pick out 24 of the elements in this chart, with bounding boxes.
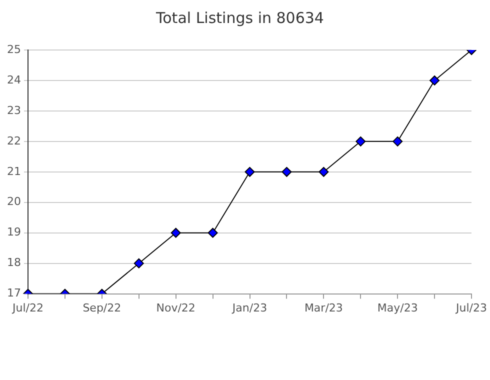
y-tick-label: 17 xyxy=(6,286,21,300)
y-tick-label: 23 xyxy=(6,104,21,117)
y-tick-label: 19 xyxy=(6,226,21,239)
point xyxy=(208,228,218,238)
x-tick-label: Sep/22 xyxy=(82,301,122,314)
point xyxy=(318,166,329,177)
point xyxy=(392,136,403,146)
x-tick-label: Jan/23 xyxy=(231,301,268,314)
y-tick-label: 18 xyxy=(6,256,21,270)
point xyxy=(244,166,255,177)
x-tick-label: Nov/22 xyxy=(156,301,196,314)
y-tick-label: 25 xyxy=(6,42,21,56)
x-tick-label: Jul/23 xyxy=(455,301,488,314)
x-tick-label: Mar/23 xyxy=(304,301,343,314)
y-tick-label: 20 xyxy=(6,195,21,208)
point xyxy=(282,166,292,177)
y-tick-label: 24 xyxy=(6,73,21,86)
y-tick-label: 21 xyxy=(6,164,21,178)
point xyxy=(170,228,181,238)
y-tick-label: 22 xyxy=(6,134,21,148)
x-tick-label: Jul/22 xyxy=(12,301,44,314)
point xyxy=(356,136,366,146)
x-tick-label: May/23 xyxy=(377,301,418,314)
chart-title: Total Listings in 80634 xyxy=(155,8,324,27)
